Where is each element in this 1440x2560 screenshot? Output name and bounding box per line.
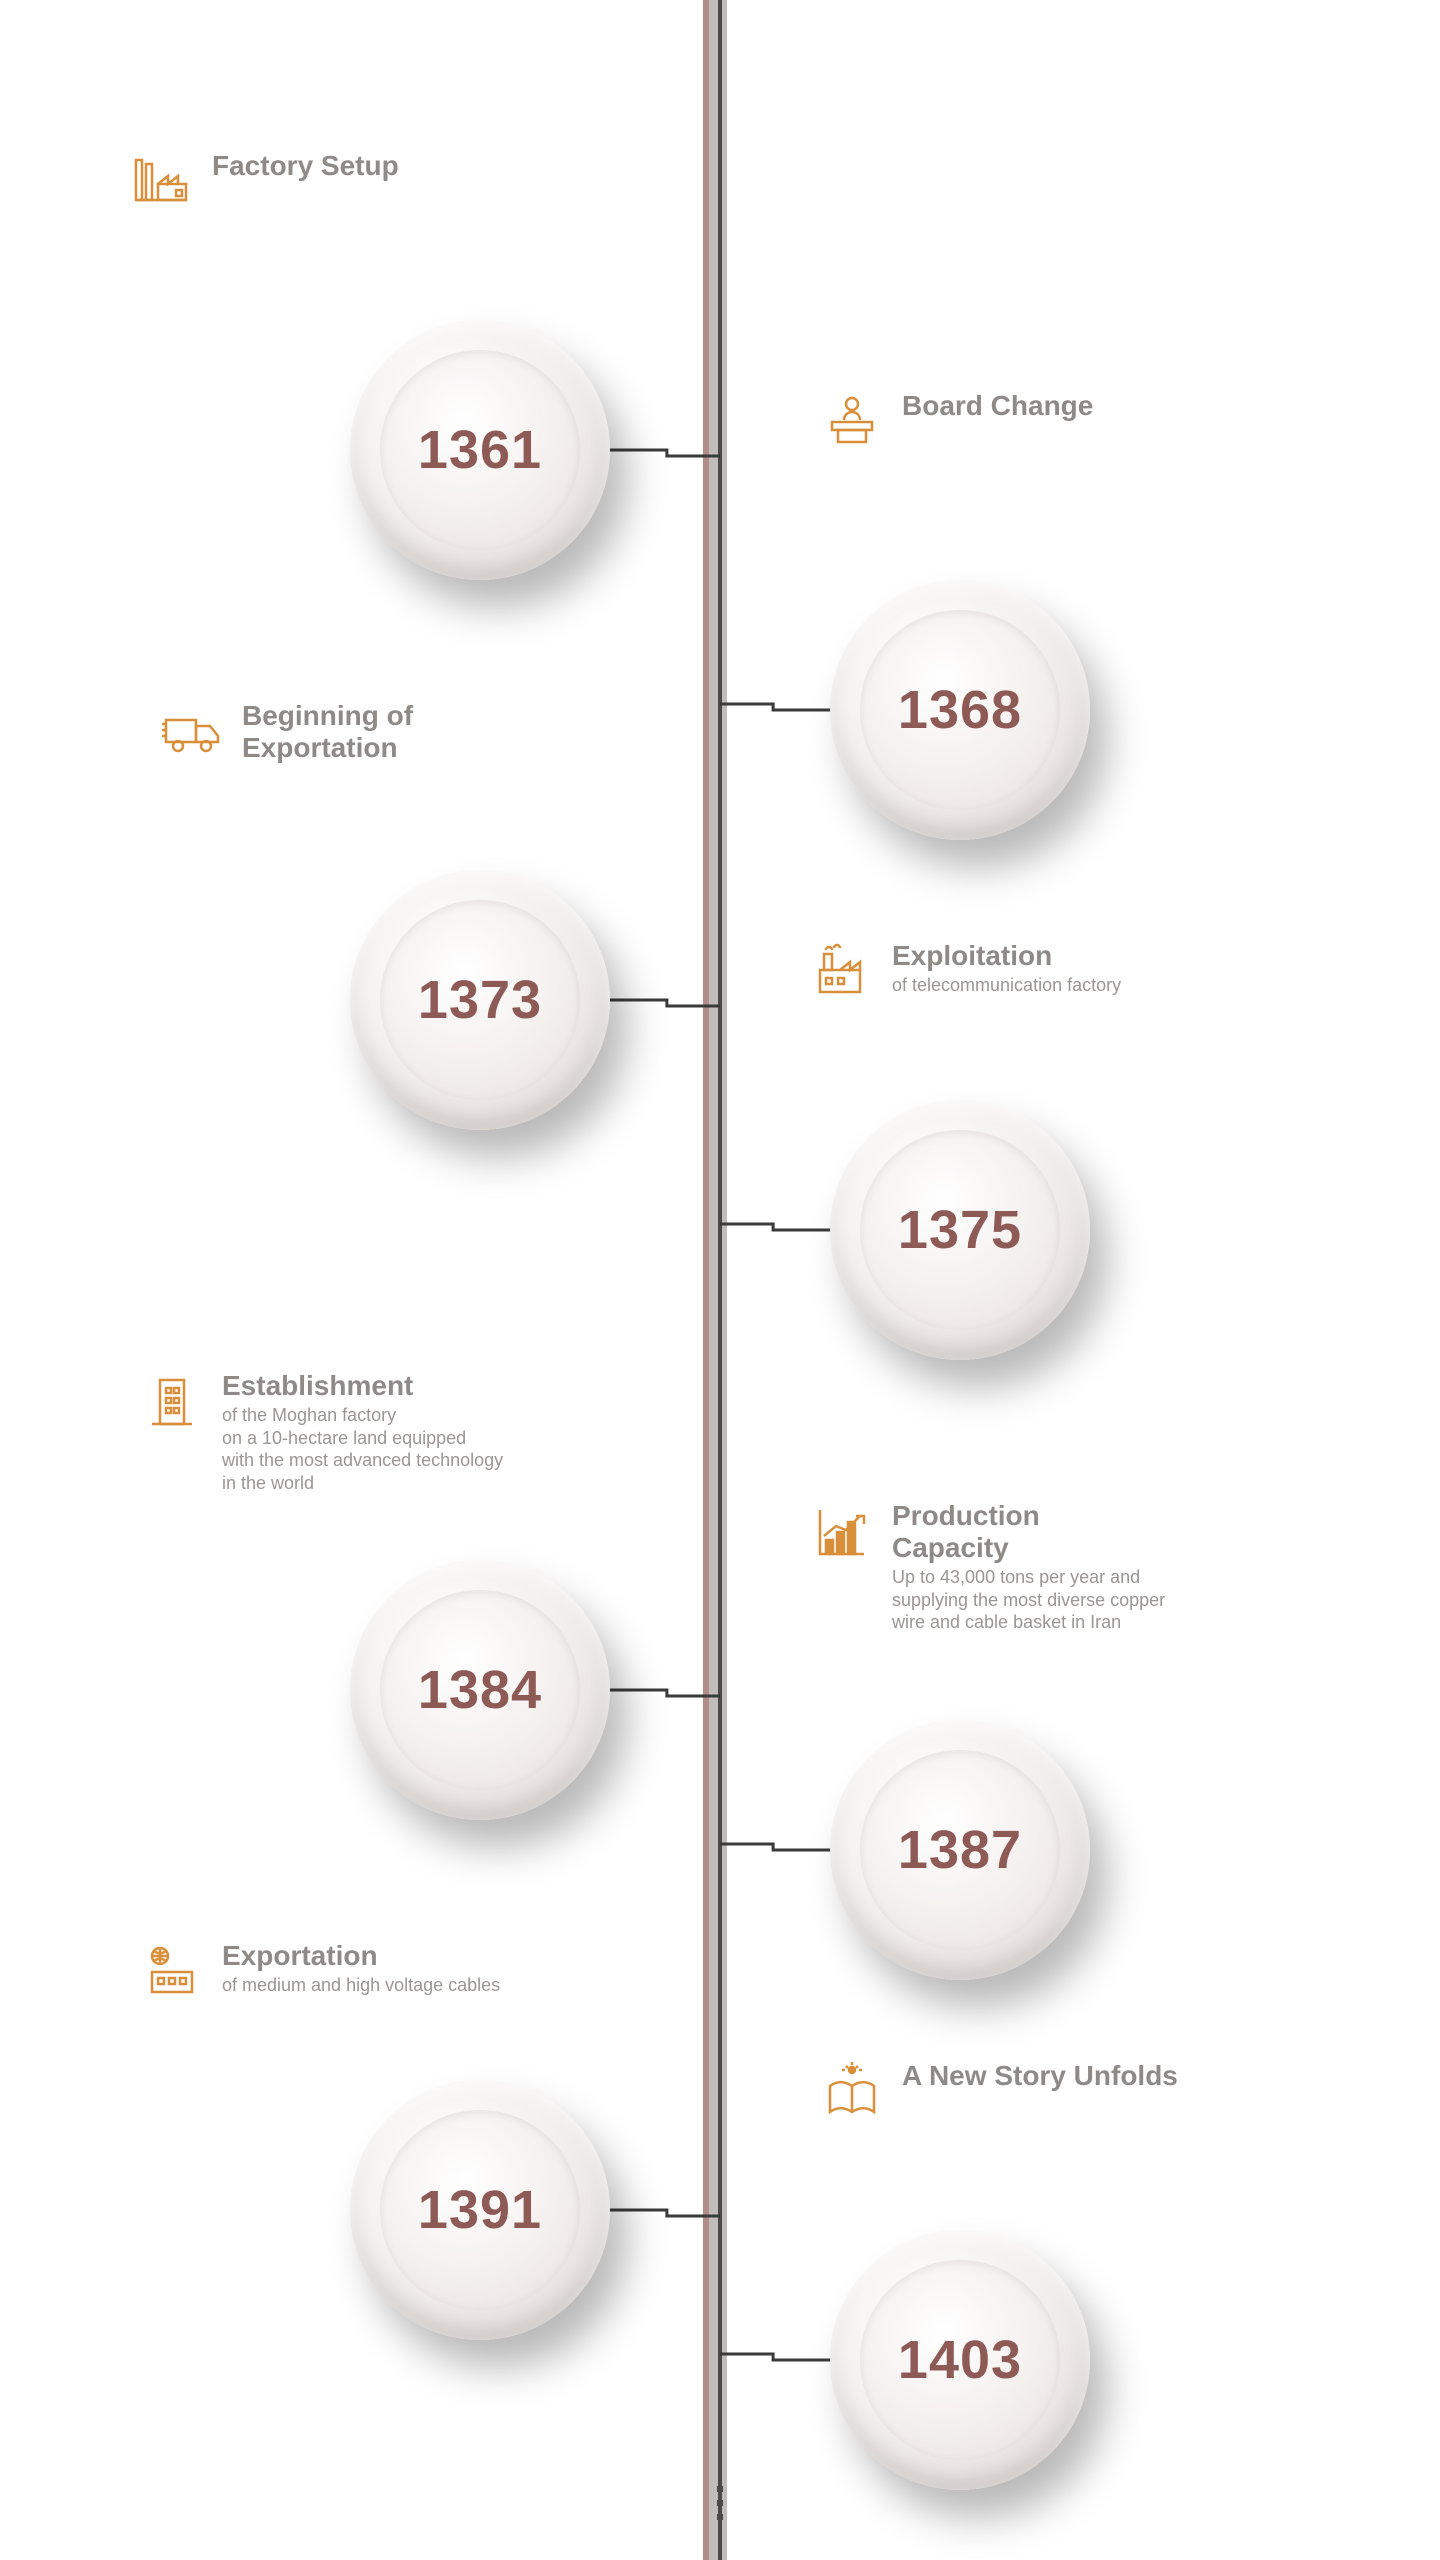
year-circle-inner: 1373 — [380, 900, 580, 1100]
year-text: 1361 — [418, 419, 542, 481]
timeline-spine — [700, 0, 740, 2560]
label-title: Beginning ofExportation — [242, 700, 413, 764]
label-title: A New Story Unfolds — [902, 2060, 1178, 2092]
label-title: Exportation — [222, 1940, 500, 1972]
label-beginning-exportation: Beginning ofExportation — [160, 700, 413, 764]
year-circle-production-capacity: 1387 — [830, 1720, 1090, 1980]
label-title: ProductionCapacity — [892, 1500, 1165, 1564]
year-circle-beginning-exportation: 1373 — [350, 870, 610, 1130]
label-production-capacity: ProductionCapacity Up to 43,000 tons per… — [810, 1500, 1165, 1634]
year-circle-board-change: 1368 — [830, 580, 1090, 840]
label-subtitle: of the Moghan factoryon a 10-hectare lan… — [222, 1404, 503, 1494]
label-title: Establishment — [222, 1370, 503, 1402]
factory-icon — [130, 150, 194, 214]
label-title: Factory Setup — [212, 150, 399, 182]
year-circle-inner: 1387 — [860, 1750, 1060, 1950]
year-circle-inner: 1391 — [380, 2110, 580, 2310]
label-subtitle: of telecommunication factory — [892, 974, 1121, 997]
building-icon — [140, 1370, 204, 1434]
year-text: 1391 — [418, 2179, 542, 2241]
year-text: 1375 — [898, 1199, 1022, 1261]
label-exploitation: Exploitation of telecommunication factor… — [810, 940, 1121, 1004]
year-circle-inner: 1384 — [380, 1590, 580, 1790]
label-establishment: Establishment of the Moghan factoryon a … — [140, 1370, 503, 1494]
year-text: 1387 — [898, 1819, 1022, 1881]
year-text: 1384 — [418, 1659, 542, 1721]
label-board-change: Board Change — [820, 390, 1093, 454]
spine-accent-line — [703, 0, 709, 2560]
label-new-story: A New Story Unfolds — [820, 2060, 1178, 2124]
globe-building-icon — [140, 1940, 204, 2004]
timeline: 1361 Factory Setup 1368 Board Change 137… — [0, 0, 1440, 2560]
label-factory-setup: Factory Setup — [130, 150, 399, 214]
year-circle-establishment: 1384 — [350, 1560, 610, 1820]
year-text: 1368 — [898, 679, 1022, 741]
label-subtitle: of medium and high voltage cables — [222, 1974, 500, 1997]
spine-dark-line — [718, 0, 722, 2560]
label-title: Exploitation — [892, 940, 1121, 972]
bar-chart-icon — [810, 1500, 874, 1564]
year-circle-exportation-cables: 1391 — [350, 2080, 610, 2340]
year-circle-exploitation: 1375 — [830, 1100, 1090, 1360]
year-circle-new-story: 1403 — [830, 2230, 1090, 2490]
label-exportation-cables: Exportation of medium and high voltage c… — [140, 1940, 500, 2004]
year-circle-inner: 1375 — [860, 1130, 1060, 1330]
book-bulb-icon — [820, 2060, 884, 2124]
factory-steam-icon — [810, 940, 874, 1004]
truck-icon — [160, 700, 224, 764]
year-circle-inner: 1368 — [860, 610, 1060, 810]
year-circle-inner: 1361 — [380, 350, 580, 550]
spine-dots — [717, 2486, 723, 2520]
year-circle-factory-setup: 1361 — [350, 320, 610, 580]
person-desk-icon — [820, 390, 884, 454]
year-text: 1373 — [418, 969, 542, 1031]
label-title: Board Change — [902, 390, 1093, 422]
label-subtitle: Up to 43,000 tons per year andsupplying … — [892, 1566, 1165, 1634]
year-circle-inner: 1403 — [860, 2260, 1060, 2460]
year-text: 1403 — [898, 2329, 1022, 2391]
